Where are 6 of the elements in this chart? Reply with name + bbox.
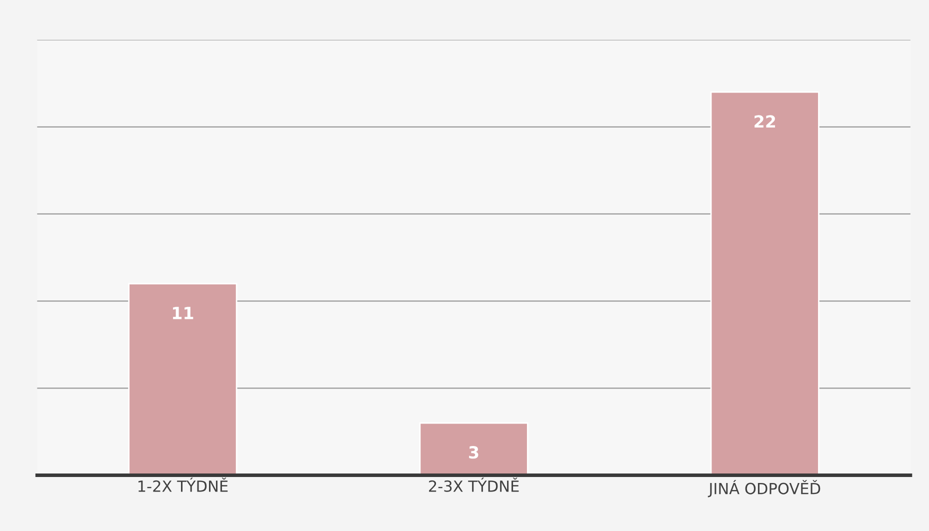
data-label: 3 xyxy=(469,446,478,459)
data-label: 22 xyxy=(754,115,776,128)
x-tick-label: JINÁ ODPOVĚĎ xyxy=(708,480,820,498)
x-tick-label: 2-3X TÝDNĚ xyxy=(429,478,519,492)
data-label: 11 xyxy=(172,306,194,320)
x-tick-label: 1-2X TÝDNĚ xyxy=(138,478,228,492)
